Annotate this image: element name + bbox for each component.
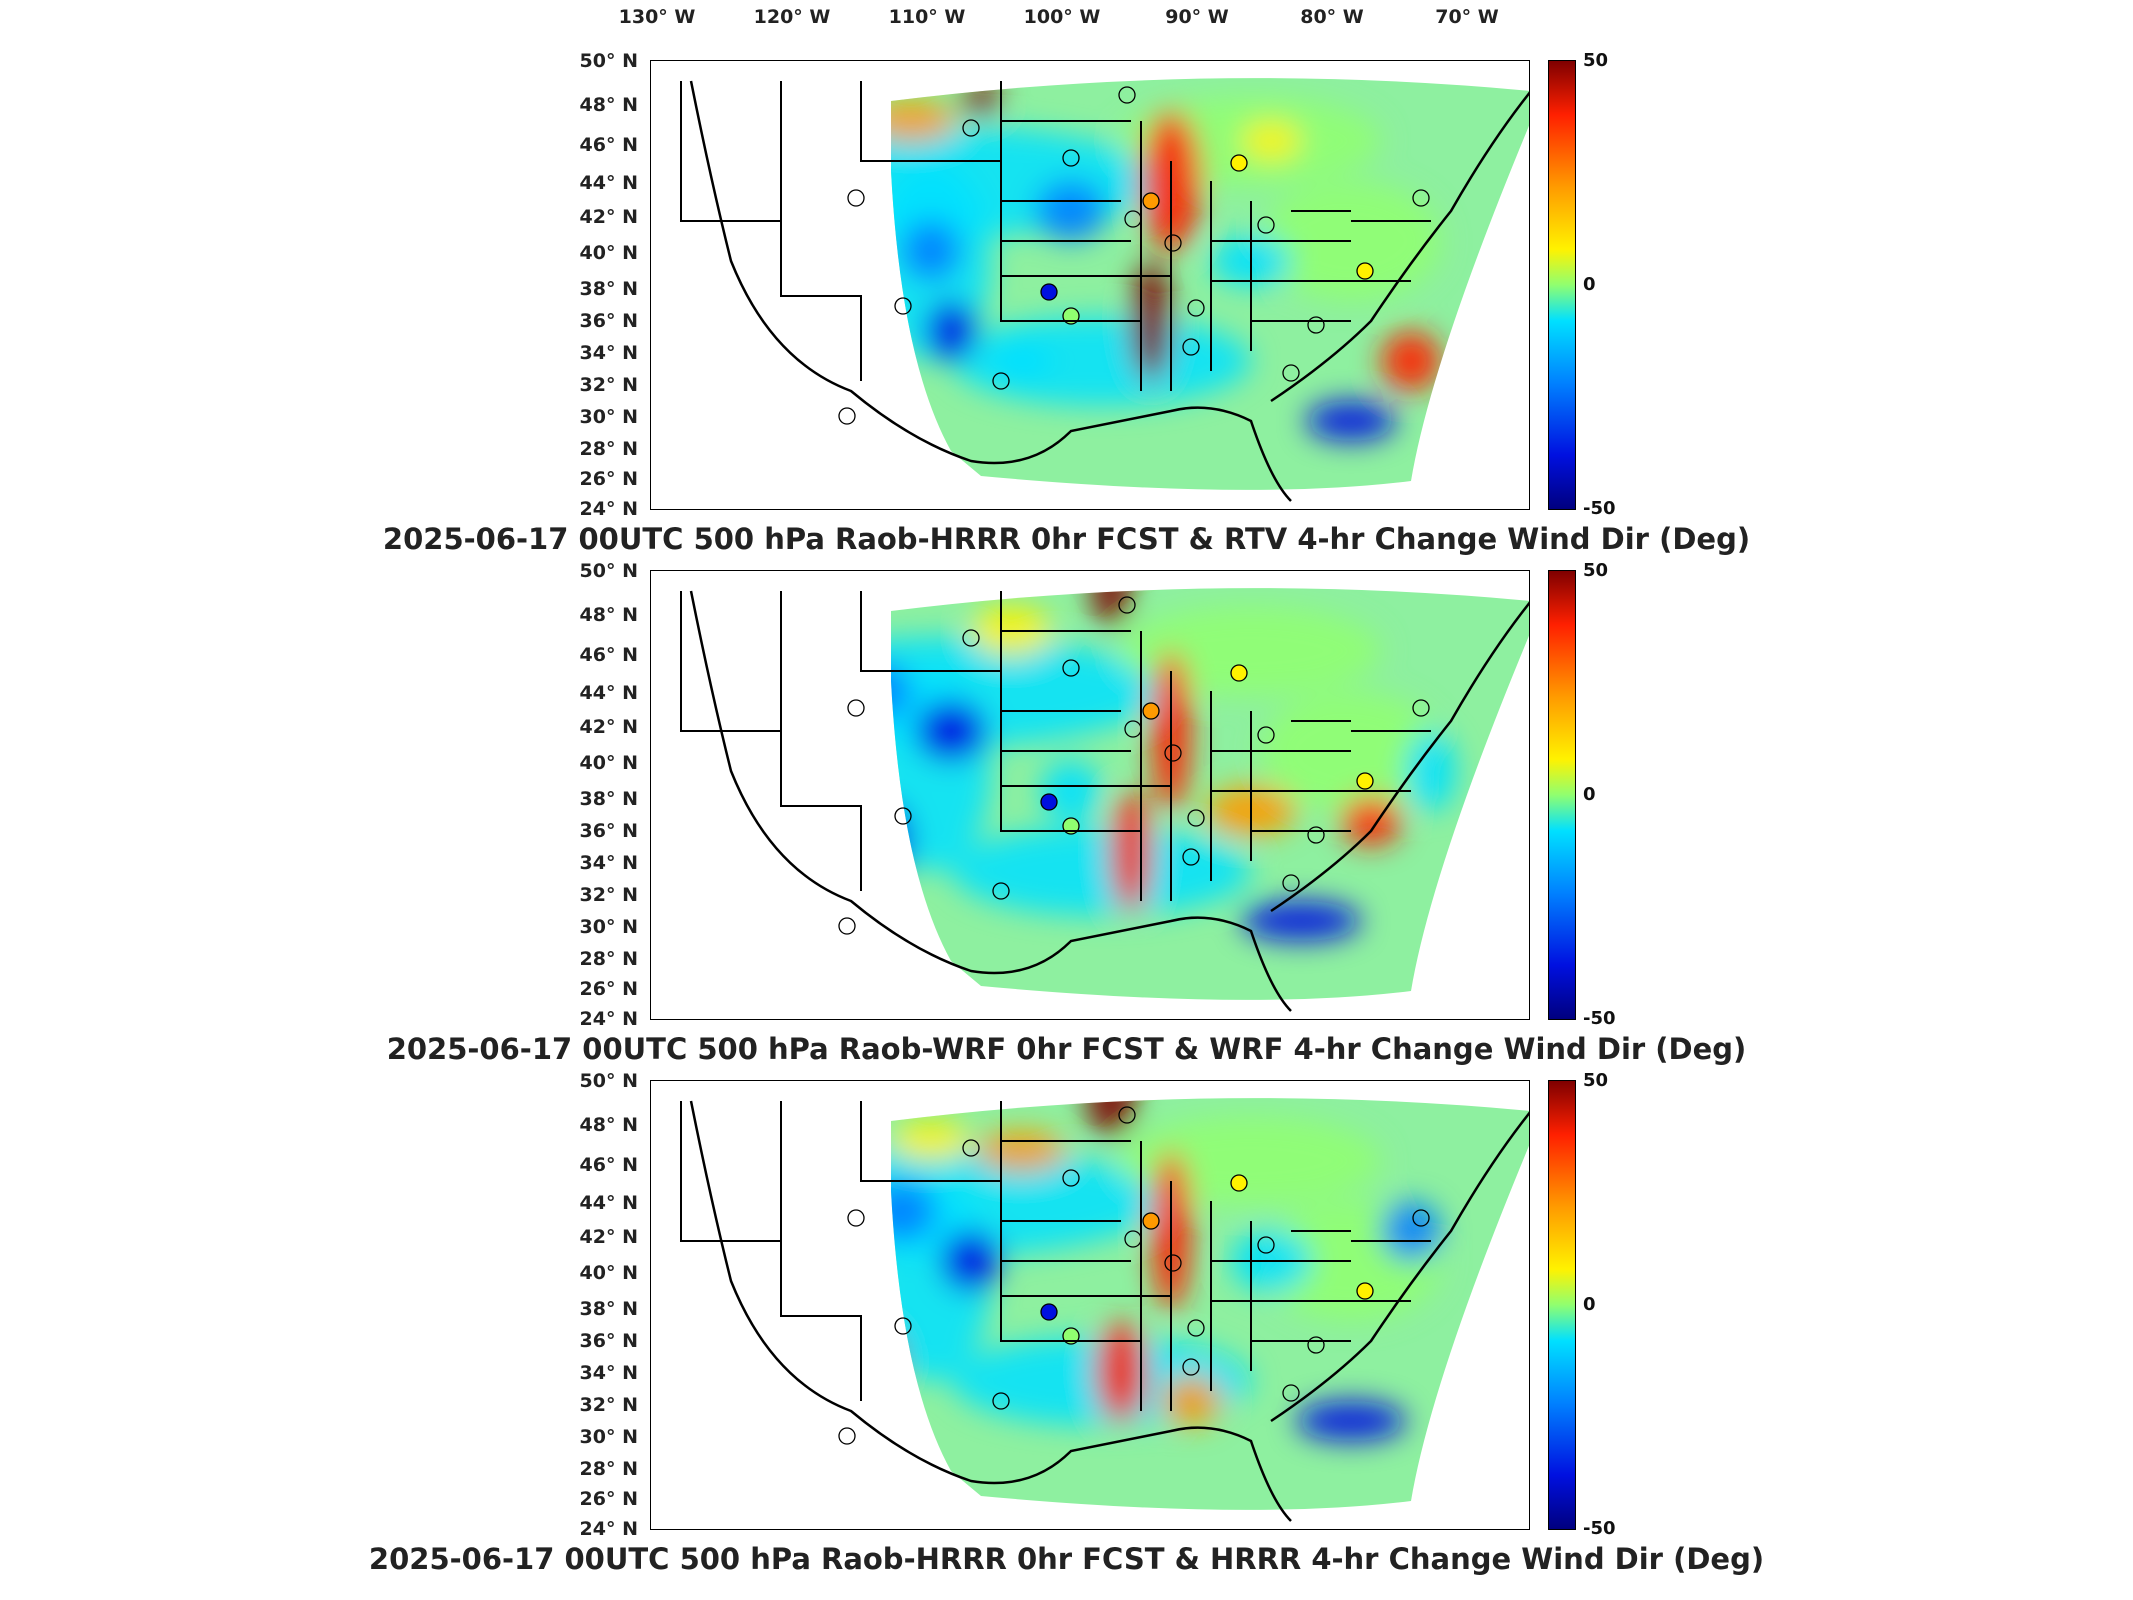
lon-label: 130° W — [618, 6, 696, 28]
raob-stations — [838, 86, 1430, 425]
lat-label: 34° N — [579, 852, 638, 874]
wind-dir-field — [891, 588, 1529, 1000]
lat-label: 36° N — [579, 1330, 638, 1352]
colorbar-max-label: 50 — [1583, 1070, 1609, 1091]
lat-label: 32° N — [579, 1394, 638, 1416]
panel-title: 2025-06-17 00UTC 500 hPa Raob-HRRR 0hr F… — [368, 1542, 1765, 1576]
state-borders — [680, 1100, 1529, 1522]
state-borders — [680, 80, 1529, 502]
lat-label: 36° N — [579, 820, 638, 842]
colorbar-mid-label: 0 — [1583, 1294, 1596, 1315]
colorbar-mid-label: 0 — [1583, 274, 1596, 295]
colorbar-min-label: -50 — [1583, 1008, 1616, 1029]
map-panel-2: 50° N 48° N 46° N 44° N 42° N 40° N 38° … — [0, 560, 2133, 1070]
panel-title: 2025-06-17 00UTC 500 hPa Raob-WRF 0hr FC… — [386, 1032, 1747, 1066]
lat-label: 40° N — [579, 752, 638, 774]
colorbar-min-label: -50 — [1583, 1518, 1616, 1539]
lat-label: 44° N — [579, 172, 638, 194]
colorbar-max-label: 50 — [1583, 560, 1609, 581]
lat-label: 26° N — [579, 1488, 638, 1510]
lat-label: 32° N — [579, 374, 638, 396]
lat-label: 44° N — [579, 1192, 638, 1214]
lat-label: 24° N — [579, 498, 638, 520]
lat-label: 38° N — [579, 788, 638, 810]
lat-label: 28° N — [579, 948, 638, 970]
lat-label: 28° N — [579, 1458, 638, 1480]
colorbar-max-label: 50 — [1583, 50, 1609, 71]
longitude-axis: 130° W 120° W 110° W 100° W 90° W 80° W … — [0, 0, 2133, 40]
lat-label: 44° N — [579, 682, 638, 704]
raob-stations — [838, 1106, 1430, 1445]
lat-label: 36° N — [579, 310, 638, 332]
lat-label: 30° N — [579, 1426, 638, 1448]
lat-label: 48° N — [579, 94, 638, 116]
lat-label: 48° N — [579, 1114, 638, 1136]
lat-label: 50° N — [579, 560, 638, 582]
lat-label: 40° N — [579, 1262, 638, 1284]
lat-label: 24° N — [579, 1008, 638, 1030]
lat-label: 46° N — [579, 134, 638, 156]
wind-dir-field — [891, 78, 1529, 490]
lat-label: 38° N — [579, 1298, 638, 1320]
lat-label: 42° N — [579, 1226, 638, 1248]
map-panel-3: 50° N 48° N 46° N 44° N 42° N 40° N 38° … — [0, 1070, 2133, 1580]
wind-dir-map — [680, 78, 1529, 502]
lat-label: 26° N — [579, 468, 638, 490]
lon-label: 110° W — [888, 6, 966, 28]
lat-label: 24° N — [579, 1518, 638, 1540]
wind-dir-field — [891, 1098, 1529, 1510]
lat-label: 48° N — [579, 604, 638, 626]
state-borders — [680, 590, 1529, 1012]
colorbar — [1548, 570, 1576, 1020]
lat-label: 32° N — [579, 884, 638, 906]
lat-label: 50° N — [579, 1070, 638, 1092]
map-plot — [650, 570, 1530, 1020]
lat-label: 30° N — [579, 916, 638, 938]
raob-stations — [838, 596, 1430, 935]
lat-label: 46° N — [579, 1154, 638, 1176]
lat-label: 28° N — [579, 438, 638, 460]
lat-label: 38° N — [579, 278, 638, 300]
wind-dir-map — [680, 1098, 1529, 1522]
lon-label: 90° W — [1165, 6, 1229, 28]
map-plot — [650, 1080, 1530, 1530]
lat-label: 46° N — [579, 644, 638, 666]
lat-label: 34° N — [579, 342, 638, 364]
colorbar-min-label: -50 — [1583, 498, 1616, 519]
lat-label: 50° N — [579, 50, 638, 72]
lat-label: 30° N — [579, 406, 638, 428]
colorbar — [1548, 1080, 1576, 1530]
panel-title: 2025-06-17 00UTC 500 hPa Raob-HRRR 0hr F… — [382, 522, 1751, 556]
lat-label: 26° N — [579, 978, 638, 1000]
wind-dir-map — [680, 588, 1529, 1012]
lon-label: 100° W — [1023, 6, 1101, 28]
map-plot — [650, 60, 1530, 510]
lat-label: 42° N — [579, 716, 638, 738]
map-panel-1: 50° N 48° N 46° N 44° N 42° N 40° N 38° … — [0, 50, 2133, 560]
lat-label: 34° N — [579, 1362, 638, 1384]
colorbar — [1548, 60, 1576, 510]
lon-label: 80° W — [1300, 6, 1364, 28]
lat-label: 40° N — [579, 242, 638, 264]
lon-label: 70° W — [1435, 6, 1499, 28]
lat-label: 42° N — [579, 206, 638, 228]
lon-label: 120° W — [753, 6, 831, 28]
colorbar-mid-label: 0 — [1583, 784, 1596, 805]
